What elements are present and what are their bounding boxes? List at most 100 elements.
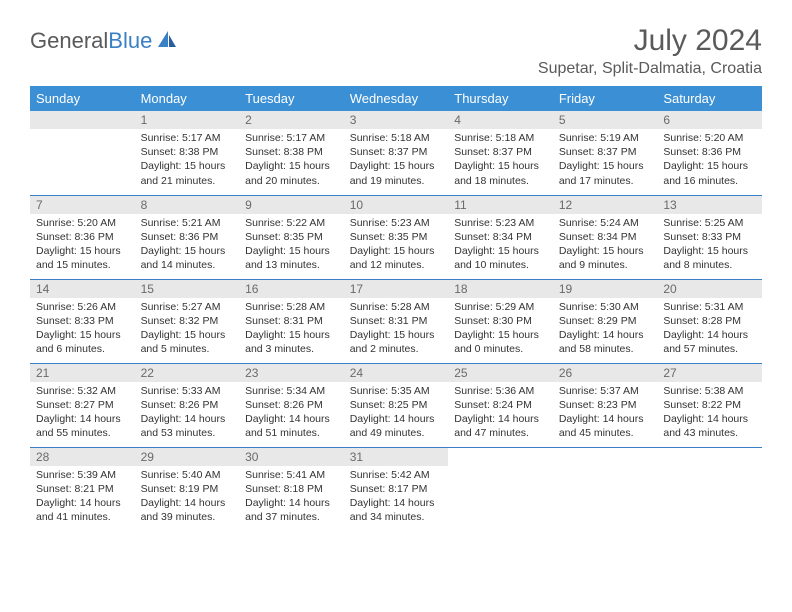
day-number: 20 [657,280,762,298]
calendar-cell: 18Sunrise: 5:29 AMSunset: 8:30 PMDayligh… [448,279,553,363]
calendar-cell: 1Sunrise: 5:17 AMSunset: 8:38 PMDaylight… [135,111,240,195]
calendar-cell: 7Sunrise: 5:20 AMSunset: 8:36 PMDaylight… [30,195,135,279]
calendar-table: SundayMondayTuesdayWednesdayThursdayFrid… [30,86,762,531]
calendar-cell: 4Sunrise: 5:18 AMSunset: 8:37 PMDaylight… [448,111,553,195]
header: GeneralBlue July 2024 Supetar, Split-Dal… [30,24,762,78]
calendar-cell: 15Sunrise: 5:27 AMSunset: 8:32 PMDayligh… [135,279,240,363]
day-number: 1 [135,111,240,129]
day-content: Sunrise: 5:29 AMSunset: 8:30 PMDaylight:… [448,298,553,363]
day-number: 8 [135,196,240,214]
day-content: Sunrise: 5:38 AMSunset: 8:22 PMDaylight:… [657,382,762,447]
weekday-header: Monday [135,86,240,111]
calendar-cell: 8Sunrise: 5:21 AMSunset: 8:36 PMDaylight… [135,195,240,279]
weekday-header: Wednesday [344,86,449,111]
day-number: 13 [657,196,762,214]
calendar-cell: 17Sunrise: 5:28 AMSunset: 8:31 PMDayligh… [344,279,449,363]
day-content: Sunrise: 5:28 AMSunset: 8:31 PMDaylight:… [239,298,344,363]
calendar-cell: 26Sunrise: 5:37 AMSunset: 8:23 PMDayligh… [553,363,658,447]
calendar-cell: 2Sunrise: 5:17 AMSunset: 8:38 PMDaylight… [239,111,344,195]
day-content: Sunrise: 5:30 AMSunset: 8:29 PMDaylight:… [553,298,658,363]
calendar-cell: 29Sunrise: 5:40 AMSunset: 8:19 PMDayligh… [135,447,240,531]
calendar-row: 1Sunrise: 5:17 AMSunset: 8:38 PMDaylight… [30,111,762,195]
day-number: 21 [30,364,135,382]
weekday-header: Saturday [657,86,762,111]
day-content: Sunrise: 5:18 AMSunset: 8:37 PMDaylight:… [344,129,449,194]
day-number: 26 [553,364,658,382]
day-number: 15 [135,280,240,298]
calendar-cell [657,447,762,531]
calendar-cell: 21Sunrise: 5:32 AMSunset: 8:27 PMDayligh… [30,363,135,447]
day-content: Sunrise: 5:19 AMSunset: 8:37 PMDaylight:… [553,129,658,194]
day-number: 14 [30,280,135,298]
calendar-page: GeneralBlue July 2024 Supetar, Split-Dal… [0,0,792,551]
day-number: 5 [553,111,658,129]
calendar-cell: 27Sunrise: 5:38 AMSunset: 8:22 PMDayligh… [657,363,762,447]
day-content: Sunrise: 5:36 AMSunset: 8:24 PMDaylight:… [448,382,553,447]
day-content: Sunrise: 5:23 AMSunset: 8:34 PMDaylight:… [448,214,553,279]
calendar-cell [553,447,658,531]
calendar-cell: 3Sunrise: 5:18 AMSunset: 8:37 PMDaylight… [344,111,449,195]
day-content: Sunrise: 5:26 AMSunset: 8:33 PMDaylight:… [30,298,135,363]
day-content: Sunrise: 5:25 AMSunset: 8:33 PMDaylight:… [657,214,762,279]
calendar-cell: 11Sunrise: 5:23 AMSunset: 8:34 PMDayligh… [448,195,553,279]
day-number: 16 [239,280,344,298]
day-number: 27 [657,364,762,382]
day-content: Sunrise: 5:28 AMSunset: 8:31 PMDaylight:… [344,298,449,363]
day-number: 10 [344,196,449,214]
day-number: 18 [448,280,553,298]
calendar-cell: 31Sunrise: 5:42 AMSunset: 8:17 PMDayligh… [344,447,449,531]
day-content: Sunrise: 5:20 AMSunset: 8:36 PMDaylight:… [30,214,135,279]
calendar-cell: 28Sunrise: 5:39 AMSunset: 8:21 PMDayligh… [30,447,135,531]
day-number: 6 [657,111,762,129]
day-content: Sunrise: 5:24 AMSunset: 8:34 PMDaylight:… [553,214,658,279]
day-content: Sunrise: 5:37 AMSunset: 8:23 PMDaylight:… [553,382,658,447]
day-number: 19 [553,280,658,298]
calendar-row: 28Sunrise: 5:39 AMSunset: 8:21 PMDayligh… [30,447,762,531]
day-content: Sunrise: 5:33 AMSunset: 8:26 PMDaylight:… [135,382,240,447]
day-content: Sunrise: 5:40 AMSunset: 8:19 PMDaylight:… [135,466,240,531]
day-number: 3 [344,111,449,129]
calendar-cell: 5Sunrise: 5:19 AMSunset: 8:37 PMDaylight… [553,111,658,195]
day-content: Sunrise: 5:42 AMSunset: 8:17 PMDaylight:… [344,466,449,531]
day-number: 4 [448,111,553,129]
logo: GeneralBlue [30,28,178,54]
logo-word-1: General [30,28,108,53]
calendar-cell [30,111,135,195]
empty-day-header [30,111,135,129]
calendar-cell: 13Sunrise: 5:25 AMSunset: 8:33 PMDayligh… [657,195,762,279]
day-number: 17 [344,280,449,298]
day-number: 22 [135,364,240,382]
calendar-cell: 25Sunrise: 5:36 AMSunset: 8:24 PMDayligh… [448,363,553,447]
calendar-body: 1Sunrise: 5:17 AMSunset: 8:38 PMDaylight… [30,111,762,531]
calendar-row: 7Sunrise: 5:20 AMSunset: 8:36 PMDaylight… [30,195,762,279]
calendar-cell: 30Sunrise: 5:41 AMSunset: 8:18 PMDayligh… [239,447,344,531]
calendar-cell [448,447,553,531]
day-number: 30 [239,448,344,466]
day-number: 28 [30,448,135,466]
weekday-header: Tuesday [239,86,344,111]
day-number: 12 [553,196,658,214]
day-number: 9 [239,196,344,214]
logo-word-2: Blue [108,28,152,53]
day-content: Sunrise: 5:20 AMSunset: 8:36 PMDaylight:… [657,129,762,194]
title-block: July 2024 Supetar, Split-Dalmatia, Croat… [538,24,762,78]
weekday-header: Thursday [448,86,553,111]
sail-icon [156,29,178,54]
day-content: Sunrise: 5:41 AMSunset: 8:18 PMDaylight:… [239,466,344,531]
calendar-row: 14Sunrise: 5:26 AMSunset: 8:33 PMDayligh… [30,279,762,363]
calendar-cell: 14Sunrise: 5:26 AMSunset: 8:33 PMDayligh… [30,279,135,363]
day-number: 31 [344,448,449,466]
day-number: 11 [448,196,553,214]
calendar-cell: 10Sunrise: 5:23 AMSunset: 8:35 PMDayligh… [344,195,449,279]
calendar-cell: 20Sunrise: 5:31 AMSunset: 8:28 PMDayligh… [657,279,762,363]
calendar-cell: 16Sunrise: 5:28 AMSunset: 8:31 PMDayligh… [239,279,344,363]
weekday-header: Sunday [30,86,135,111]
day-number: 23 [239,364,344,382]
day-content: Sunrise: 5:23 AMSunset: 8:35 PMDaylight:… [344,214,449,279]
day-content: Sunrise: 5:35 AMSunset: 8:25 PMDaylight:… [344,382,449,447]
weekday-header: Friday [553,86,658,111]
calendar-cell: 6Sunrise: 5:20 AMSunset: 8:36 PMDaylight… [657,111,762,195]
weekday-row: SundayMondayTuesdayWednesdayThursdayFrid… [30,86,762,111]
day-number: 25 [448,364,553,382]
day-number: 2 [239,111,344,129]
